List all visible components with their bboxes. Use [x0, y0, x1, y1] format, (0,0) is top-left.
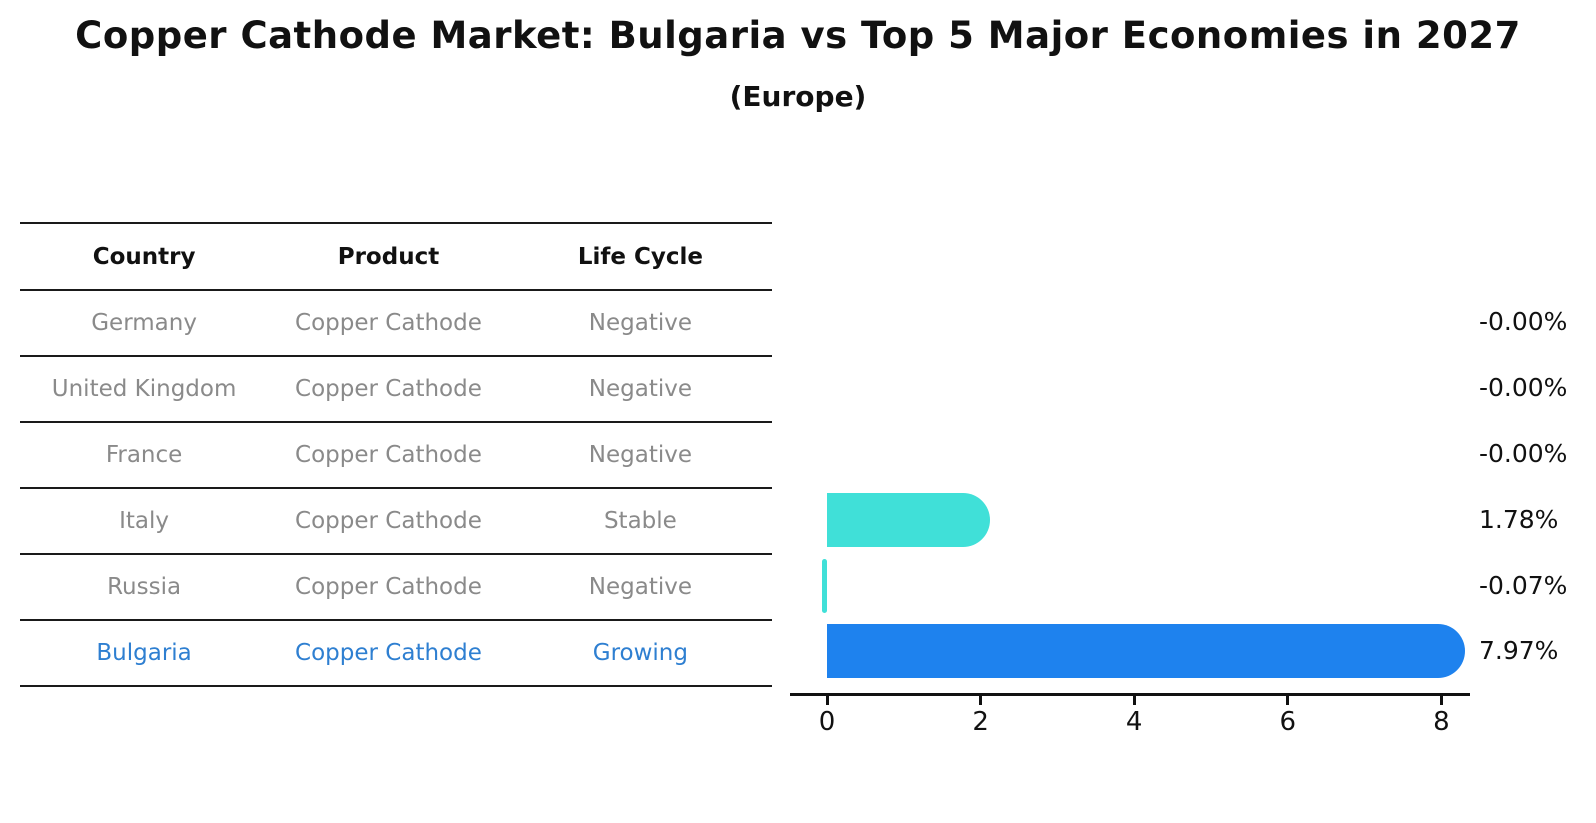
product-cell: Copper Cathode — [295, 310, 482, 336]
tick-label: 6 — [1279, 707, 1297, 737]
country-info-table: Country Product Life Cycle Germany Coppe… — [20, 222, 772, 687]
tick-mark — [825, 696, 829, 705]
table-row-highlight-bulgaria: Bulgaria Copper Cathode Growing — [20, 620, 772, 686]
product-cell: Copper Cathode — [295, 508, 482, 534]
tick-mark — [979, 696, 983, 705]
tick-mark — [1132, 696, 1136, 705]
table-row: Russia Copper Cathode Negative — [20, 554, 772, 620]
tick-label: 8 — [1433, 707, 1450, 737]
product-cell: Copper Cathode — [295, 376, 482, 402]
x-axis-line — [790, 693, 1470, 696]
life-cycle-cell: Stable — [603, 508, 677, 534]
column-header-country: Country — [92, 243, 196, 270]
life-cycle-cell: Negative — [588, 376, 692, 402]
tick-mark — [1286, 696, 1290, 705]
value-label-united-kingdom: -0.00% — [1479, 373, 1568, 402]
bar-russia — [821, 559, 827, 613]
life-cycle-cell: Negative — [588, 574, 692, 600]
country-cell: United Kingdom — [51, 376, 237, 402]
country-cell: Germany — [91, 310, 197, 336]
tick-label: 4 — [1125, 707, 1143, 737]
product-cell: Copper Cathode — [295, 640, 482, 666]
value-label-russia: -0.07% — [1479, 571, 1568, 600]
table-row: United Kingdom Copper Cathode Negative — [20, 356, 772, 422]
table-row: Germany Copper Cathode Negative — [20, 290, 772, 356]
bar-bulgaria — [827, 624, 1466, 678]
country-cell: Bulgaria — [96, 640, 192, 666]
value-label-bulgaria: 7.97% — [1479, 636, 1559, 665]
value-label-italy: 1.78% — [1479, 505, 1559, 534]
tick-label: 2 — [972, 707, 989, 737]
value-label-france: -0.00% — [1479, 439, 1568, 468]
bar-italy — [827, 493, 990, 547]
value-label-germany: -0.00% — [1479, 307, 1568, 336]
product-cell: Copper Cathode — [295, 442, 482, 468]
life-cycle-cell: Negative — [588, 442, 692, 468]
column-header-life-cycle: Life Cycle — [577, 243, 703, 270]
chart-title: Copper Cathode Market: Bulgaria vs Top 5… — [75, 14, 1521, 57]
country-cell: Italy — [119, 508, 170, 534]
column-header-product: Product — [337, 243, 440, 270]
table-row: France Copper Cathode Negative — [20, 422, 772, 488]
tick-mark — [1439, 696, 1443, 705]
chart-subtitle: (Europe) — [729, 80, 867, 113]
life-cycle-cell: Negative — [588, 310, 692, 336]
table-header-row: Country Product Life Cycle — [20, 223, 772, 290]
product-cell: Copper Cathode — [295, 574, 482, 600]
country-cell: Russia — [107, 574, 182, 600]
tick-label: 0 — [818, 707, 836, 737]
table-row: Italy Copper Cathode Stable — [20, 488, 772, 554]
life-cycle-cell: Growing — [592, 640, 688, 666]
country-cell: France — [105, 442, 183, 468]
